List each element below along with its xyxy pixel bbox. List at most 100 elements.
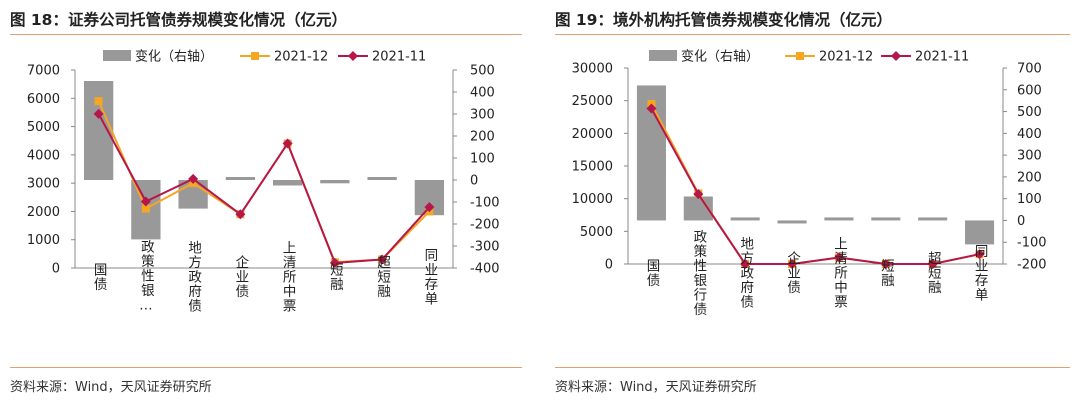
point-2021-12	[141, 204, 150, 213]
point-2021-11	[424, 202, 435, 213]
source-note: 资料来源：Wind，天风证券研究所	[10, 380, 212, 395]
y-right-tick-label: 300	[470, 108, 495, 123]
y-left-tick-label: 0	[605, 258, 613, 273]
legend-marker	[796, 52, 804, 60]
point-2021-11	[329, 257, 340, 268]
y-right-tick-label: 300	[1017, 149, 1042, 164]
y-right-tick-label: -100	[1017, 236, 1047, 251]
category-label: 超短融	[374, 255, 391, 299]
y-right-tick-label: -200	[1017, 258, 1047, 273]
category-label: 企业债	[784, 250, 801, 295]
bar-change	[730, 217, 760, 221]
y-right-tick-label: 200	[1017, 170, 1042, 185]
y-left-tick-label: 20000	[572, 127, 613, 142]
bar-change	[777, 220, 807, 224]
point-2021-11	[93, 108, 104, 119]
chart-title: 图 19：境外机构托管债券规模变化情况（亿元）	[555, 11, 892, 29]
title-rule	[555, 34, 1070, 35]
bar-change	[824, 217, 854, 221]
bar-change	[683, 196, 713, 221]
legend-swatch-bar	[103, 50, 131, 61]
legend-label: 2021-11	[915, 50, 969, 65]
category-label: 政策性银行债	[690, 229, 707, 316]
bar-change	[871, 217, 901, 221]
category-label: 国债	[643, 259, 660, 288]
y-right-tick-label: 700	[1017, 62, 1042, 77]
chart-panel-2: 图 19：境外机构托管债券规模变化情况（亿元） 0 5000 10000 15000 2…	[545, 0, 1080, 400]
y-right-tick-label: 500	[470, 64, 495, 79]
category-label: 上清所中票	[831, 237, 848, 310]
point-2021-11	[927, 259, 938, 269]
legend-marker	[348, 51, 358, 61]
y-left-tick-label: 3000	[27, 177, 60, 192]
category-label: 地方政府债	[737, 237, 754, 310]
legend-label: 2021-11	[372, 50, 426, 65]
point-2021-11	[140, 196, 151, 207]
legend-label: 2021-12	[274, 50, 328, 65]
y-left-tick-label: 15000	[572, 160, 613, 175]
legend-swatch-bar	[649, 50, 677, 61]
y-right-tick-label: 400	[1017, 127, 1042, 142]
category-label: 同业存单	[972, 244, 989, 302]
y-left-tick-label: 30000	[572, 62, 613, 77]
y-right-tick-label: -400	[470, 262, 500, 277]
y-right-tick-label: 100	[1017, 192, 1042, 207]
category-label: 地方政府债	[185, 241, 202, 314]
bar-change	[367, 177, 397, 180]
bar-change	[965, 220, 995, 245]
category-label: 国债	[91, 263, 108, 292]
y-left-tick-label: 10000	[572, 192, 613, 207]
series-line	[650, 108, 980, 265]
point-2021-12	[94, 97, 103, 106]
y-right-tick-label: 0	[470, 174, 478, 189]
y-right-tick-label: -100	[470, 196, 500, 211]
title-rule	[10, 34, 522, 35]
y-left-tick-label: 4000	[27, 148, 60, 163]
y-right-tick-label: 400	[470, 86, 495, 101]
y-left-tick-label: 5000	[27, 120, 60, 135]
y-right-tick-label: -200	[470, 218, 500, 233]
point-2021-11	[646, 103, 657, 114]
y-right-tick-label: 100	[470, 152, 495, 167]
category-label: 短融	[878, 258, 895, 287]
legend-label: 变化（右轴）	[135, 49, 213, 65]
chart-svg: 0 5000 10000 15000 20000 25000 30000 -200 -100 0 1…	[572, 49, 1047, 317]
bar-change	[918, 217, 948, 221]
point-2021-11	[880, 259, 891, 269]
category-label: 企业债	[232, 254, 249, 299]
series-line	[97, 113, 431, 264]
bar-change	[320, 180, 350, 184]
legend-label: 2021-12	[819, 50, 873, 65]
y-left-tick-label: 2000	[27, 205, 60, 220]
y-right-tick-label: 0	[1017, 214, 1025, 229]
bar-change	[272, 180, 303, 186]
point-2021-11	[974, 249, 985, 260]
point-2021-11	[787, 259, 798, 269]
category-label: 超短融	[925, 251, 942, 295]
y-left-tick-label: 25000	[572, 94, 613, 109]
y-left-tick-label: 5000	[580, 225, 613, 240]
legend-marker	[891, 51, 901, 61]
point-2021-11	[188, 173, 199, 184]
footer-rule	[10, 367, 522, 368]
bar-change	[225, 177, 256, 180]
legend-marker	[251, 52, 259, 60]
category-label: 上清所中票	[280, 241, 297, 314]
y-right-tick-label: 200	[470, 130, 495, 145]
chart-svg: 01000200030004000500060007000-400-300-20…	[27, 49, 500, 315]
y-left-tick-label: 6000	[27, 92, 60, 107]
point-2021-11	[833, 252, 844, 263]
category-label: 政策性银…	[138, 239, 155, 314]
source-note: 资料来源：Wind，天风证券研究所	[555, 380, 757, 395]
chart-panel-1: 图 18：证券公司托管债券规模变化情况（亿元） 0 1000 2000 3000 400…	[0, 0, 530, 400]
category-label: 短融	[327, 262, 344, 291]
point-2021-11	[282, 138, 293, 149]
y-right-tick-label: 500	[1017, 105, 1042, 120]
point-2021-11	[377, 254, 388, 265]
category-label: 同业存单	[421, 248, 438, 306]
y-right-tick-label: 600	[1017, 83, 1042, 98]
point-2021-11	[235, 209, 246, 220]
y-left-tick-label: 7000	[27, 64, 60, 79]
footer-rule	[555, 367, 1070, 368]
point-2021-11	[740, 259, 751, 269]
